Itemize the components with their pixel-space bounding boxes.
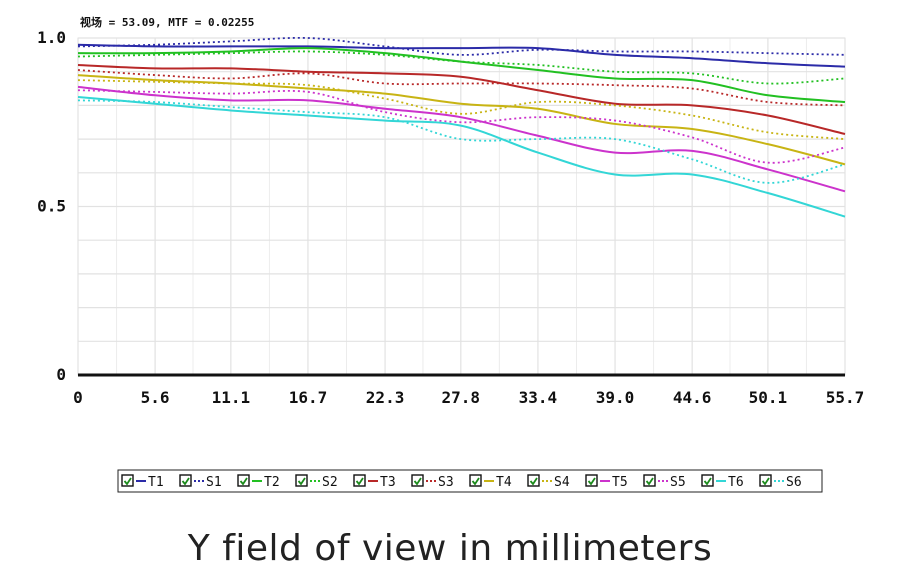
- x-tick-label: 22.3: [366, 388, 405, 407]
- legend-checkbox[interactable]: [643, 474, 656, 487]
- legend-item-T3[interactable]: T3: [353, 474, 396, 490]
- check-icon: [645, 477, 654, 486]
- y-tick-label: 0.5: [37, 197, 66, 216]
- legend-item-T4[interactable]: T4: [469, 474, 512, 490]
- x-axis-caption: Y field of view in millimeters: [187, 528, 713, 569]
- legend-checkbox[interactable]: [759, 474, 772, 487]
- legend-item-S2[interactable]: S2: [295, 474, 338, 490]
- x-tick-label: 27.8: [442, 388, 481, 407]
- check-icon: [703, 477, 712, 486]
- x-tick-label: 55.7: [826, 388, 865, 407]
- legend-label: S1: [206, 475, 222, 490]
- check-icon: [529, 477, 538, 486]
- legend-label: S2: [322, 475, 338, 490]
- legend-item-S3[interactable]: S3: [411, 474, 454, 490]
- legend-item-T2[interactable]: T2: [237, 474, 280, 490]
- legend-label: T2: [264, 475, 280, 490]
- legend-item-T6[interactable]: T6: [701, 474, 744, 490]
- check-icon: [123, 477, 132, 486]
- legend-label: T1: [148, 475, 164, 490]
- legend-checkbox[interactable]: [469, 474, 482, 487]
- series-line-S2: [77, 50, 846, 85]
- legend-checkbox[interactable]: [353, 474, 366, 487]
- legend-checkbox[interactable]: [237, 474, 250, 487]
- legend-item-S5[interactable]: S5: [643, 474, 686, 490]
- legend: T1 S1 T2 S2 T3 S3 T4 S4 T5 S5 T6 S6: [121, 474, 802, 490]
- check-icon: [355, 477, 364, 486]
- series-line-T5: [77, 85, 846, 193]
- series-line-S3: [77, 69, 846, 107]
- grid: [77, 37, 846, 375]
- legend-label: T5: [612, 475, 628, 490]
- legend-label: T3: [380, 475, 396, 490]
- y-tick-label: 0: [56, 365, 66, 384]
- x-tick-labels: 0 5.6 11.1 16.7 22.3 27.8 33.4 39.0 44.6 50.1 55.7: [73, 388, 864, 407]
- field-mtf-readout: 视场 = 53.09, MTF = 0.02255: [80, 15, 254, 29]
- x-tick-label: 0: [73, 388, 83, 407]
- series-line-S6: [77, 99, 846, 184]
- legend-checkbox[interactable]: [411, 474, 424, 487]
- x-tick-label: 33.4: [519, 388, 558, 407]
- legend-checkbox[interactable]: [179, 474, 192, 487]
- series-line-T3: [77, 63, 846, 136]
- series-layer: [77, 36, 846, 218]
- y-tick-label: 1.0: [37, 28, 66, 47]
- check-icon: [181, 477, 190, 486]
- series-line-T6: [77, 95, 846, 218]
- check-icon: [239, 477, 248, 486]
- y-tick-labels: 0 0.5 1.0: [37, 28, 66, 384]
- series-line-S5: [77, 89, 846, 164]
- legend-checkbox[interactable]: [585, 474, 598, 487]
- legend-label: T6: [728, 475, 744, 490]
- check-icon: [297, 477, 306, 486]
- check-icon: [413, 477, 422, 486]
- legend-label: S6: [786, 475, 802, 490]
- legend-checkbox[interactable]: [701, 474, 714, 487]
- x-tick-label: 44.6: [673, 388, 712, 407]
- legend-label: T4: [496, 475, 512, 490]
- x-tick-label: 50.1: [749, 388, 788, 407]
- x-tick-label: 39.0: [596, 388, 635, 407]
- series-line-S4: [77, 79, 846, 140]
- series-line-T1: [77, 43, 846, 68]
- series-line-T2: [77, 47, 846, 104]
- legend-checkbox[interactable]: [121, 474, 134, 487]
- check-icon: [587, 477, 596, 486]
- x-tick-label: 11.1: [212, 388, 251, 407]
- legend-item-T5[interactable]: T5: [585, 474, 628, 490]
- legend-item-S1[interactable]: S1: [179, 474, 222, 490]
- legend-checkbox[interactable]: [527, 474, 540, 487]
- check-icon: [761, 477, 770, 486]
- legend-item-S6[interactable]: S6: [759, 474, 802, 490]
- x-tick-label: 5.6: [141, 388, 170, 407]
- legend-item-S4[interactable]: S4: [527, 474, 570, 490]
- legend-label: S5: [670, 475, 686, 490]
- x-tick-label: 16.7: [289, 388, 328, 407]
- legend-checkbox[interactable]: [295, 474, 308, 487]
- series-line-S1: [77, 36, 846, 56]
- legend-label: S4: [554, 475, 570, 490]
- legend-item-T1[interactable]: T1: [121, 474, 164, 490]
- legend-label: S3: [438, 475, 454, 490]
- check-icon: [471, 477, 480, 486]
